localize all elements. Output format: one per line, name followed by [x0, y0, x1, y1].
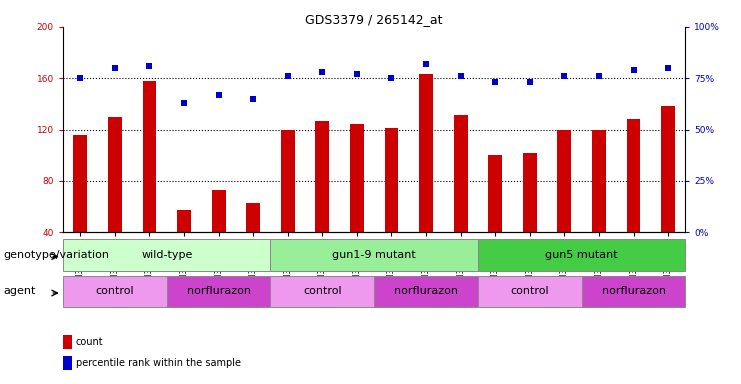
Text: control: control	[96, 286, 134, 296]
Bar	[63, 356, 73, 370]
Text: control: control	[511, 286, 549, 296]
Text: norflurazon: norflurazon	[187, 286, 250, 296]
Point	[144, 63, 156, 69]
Bar	[350, 124, 364, 232]
Bar	[582, 276, 685, 307]
Point	[455, 73, 467, 79]
Bar	[478, 239, 685, 271]
Bar	[63, 276, 167, 307]
Point	[489, 79, 501, 85]
Point	[420, 61, 432, 67]
Bar	[63, 239, 270, 271]
Point	[316, 69, 328, 75]
Bar	[177, 210, 191, 232]
Text: control: control	[303, 286, 342, 296]
Bar	[592, 130, 606, 232]
Bar	[63, 335, 73, 349]
Text: gun5 mutant: gun5 mutant	[545, 250, 618, 260]
Text: genotype/variation: genotype/variation	[4, 250, 110, 260]
Bar	[488, 155, 502, 232]
Bar	[385, 128, 399, 232]
Point	[282, 73, 293, 79]
Bar	[478, 276, 582, 307]
Bar	[270, 239, 478, 271]
Bar	[270, 276, 374, 307]
Text: count: count	[76, 337, 104, 347]
Bar	[316, 121, 329, 232]
Bar	[108, 117, 122, 232]
Point	[385, 75, 397, 81]
Text: norflurazon: norflurazon	[602, 286, 665, 296]
Bar	[419, 74, 433, 232]
Point	[628, 67, 639, 73]
Point	[109, 65, 121, 71]
Text: norflurazon: norflurazon	[394, 286, 458, 296]
Bar	[167, 276, 270, 307]
Text: agent: agent	[4, 286, 36, 296]
Point	[213, 92, 225, 98]
Text: percentile rank within the sample: percentile rank within the sample	[76, 358, 241, 368]
Point	[524, 79, 536, 85]
Text: wild-type: wild-type	[141, 250, 193, 260]
Bar	[523, 153, 536, 232]
Title: GDS3379 / 265142_at: GDS3379 / 265142_at	[305, 13, 443, 26]
Point	[178, 100, 190, 106]
Bar	[557, 130, 571, 232]
Bar	[73, 135, 87, 232]
Point	[74, 75, 86, 81]
Point	[351, 71, 363, 77]
Bar	[142, 81, 156, 232]
Bar	[661, 106, 675, 232]
Bar	[627, 119, 640, 232]
Bar	[246, 203, 260, 232]
Text: gun1-9 mutant: gun1-9 mutant	[332, 250, 416, 260]
Point	[247, 96, 259, 102]
Bar	[374, 276, 478, 307]
Bar	[212, 190, 225, 232]
Point	[593, 73, 605, 79]
Point	[559, 73, 571, 79]
Bar	[453, 116, 468, 232]
Bar	[281, 130, 295, 232]
Point	[662, 65, 674, 71]
